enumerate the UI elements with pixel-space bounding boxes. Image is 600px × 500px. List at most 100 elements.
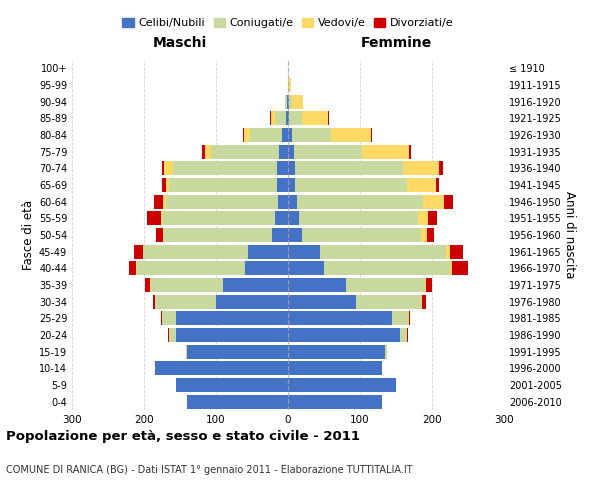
- Bar: [162, 178, 166, 192]
- Bar: [288, 394, 382, 409]
- Bar: [288, 311, 392, 326]
- Bar: [422, 294, 425, 308]
- Bar: [169, 178, 277, 192]
- Y-axis label: Fasce di età: Fasce di età: [22, 200, 35, 270]
- Bar: [385, 344, 386, 359]
- Bar: [202, 144, 205, 159]
- Bar: [439, 162, 443, 175]
- Bar: [143, 244, 144, 259]
- Bar: [288, 128, 292, 142]
- Bar: [346, 278, 425, 292]
- Bar: [137, 261, 245, 276]
- Bar: [176, 328, 288, 342]
- Bar: [187, 344, 288, 359]
- Bar: [288, 78, 289, 92]
- Bar: [285, 94, 287, 109]
- Bar: [436, 178, 439, 192]
- Bar: [161, 211, 163, 226]
- Bar: [163, 194, 166, 209]
- Bar: [288, 261, 324, 276]
- Bar: [136, 261, 137, 276]
- Bar: [289, 112, 302, 126]
- Bar: [288, 361, 382, 376]
- Bar: [422, 194, 444, 209]
- Text: COMUNE DI RANICA (BG) - Dati ISTAT 1° gennaio 2011 - Elaborazione TUTTITALIA.IT: COMUNE DI RANICA (BG) - Dati ISTAT 1° ge…: [6, 465, 413, 475]
- Bar: [295, 162, 403, 175]
- Bar: [244, 128, 250, 142]
- Bar: [288, 211, 299, 226]
- Bar: [288, 244, 320, 259]
- Bar: [362, 144, 409, 159]
- Bar: [166, 194, 278, 209]
- Bar: [275, 112, 286, 126]
- Bar: [245, 261, 288, 276]
- Bar: [302, 112, 328, 126]
- Bar: [223, 278, 288, 292]
- Bar: [282, 128, 288, 142]
- Bar: [288, 294, 356, 308]
- Bar: [296, 194, 422, 209]
- Bar: [147, 211, 161, 226]
- Bar: [173, 162, 277, 175]
- Bar: [216, 294, 288, 308]
- Bar: [164, 162, 173, 175]
- Bar: [176, 378, 288, 392]
- Bar: [272, 228, 288, 242]
- Bar: [320, 244, 446, 259]
- Bar: [400, 328, 407, 342]
- Bar: [302, 228, 421, 242]
- Bar: [278, 194, 288, 209]
- Bar: [299, 211, 418, 226]
- Bar: [421, 294, 422, 308]
- Bar: [427, 228, 434, 242]
- Bar: [331, 128, 371, 142]
- Bar: [187, 394, 288, 409]
- Bar: [152, 294, 155, 308]
- Bar: [403, 162, 439, 175]
- Bar: [277, 178, 288, 192]
- Bar: [155, 361, 288, 376]
- Bar: [161, 311, 162, 326]
- Bar: [164, 228, 272, 242]
- Bar: [163, 211, 275, 226]
- Bar: [452, 261, 468, 276]
- Bar: [129, 261, 136, 276]
- Bar: [288, 328, 400, 342]
- Bar: [371, 128, 372, 142]
- Bar: [250, 128, 282, 142]
- Bar: [288, 162, 295, 175]
- Y-axis label: Anni di nascita: Anni di nascita: [563, 192, 575, 278]
- Bar: [450, 261, 452, 276]
- Bar: [450, 244, 463, 259]
- Bar: [288, 194, 296, 209]
- Bar: [166, 178, 169, 192]
- Bar: [155, 228, 163, 242]
- Bar: [288, 144, 294, 159]
- Bar: [176, 311, 288, 326]
- Bar: [162, 162, 164, 175]
- Bar: [154, 194, 163, 209]
- Bar: [444, 194, 453, 209]
- Bar: [418, 211, 428, 226]
- Bar: [286, 112, 288, 126]
- Bar: [324, 261, 450, 276]
- Bar: [328, 112, 329, 126]
- Bar: [144, 244, 248, 259]
- Bar: [270, 112, 271, 126]
- Bar: [155, 294, 216, 308]
- Bar: [211, 144, 280, 159]
- Bar: [288, 94, 289, 109]
- Text: Femmine: Femmine: [361, 36, 431, 50]
- Bar: [356, 294, 421, 308]
- Bar: [277, 162, 288, 175]
- Bar: [289, 94, 292, 109]
- Bar: [409, 144, 411, 159]
- Bar: [425, 278, 426, 292]
- Legend: Celibi/Nubili, Coniugati/e, Vedovi/e, Divorziati/e: Celibi/Nubili, Coniugati/e, Vedovi/e, Di…: [118, 13, 458, 32]
- Bar: [169, 328, 176, 342]
- Bar: [287, 94, 288, 109]
- Bar: [162, 311, 176, 326]
- Bar: [288, 344, 385, 359]
- Bar: [288, 178, 295, 192]
- Bar: [288, 112, 289, 126]
